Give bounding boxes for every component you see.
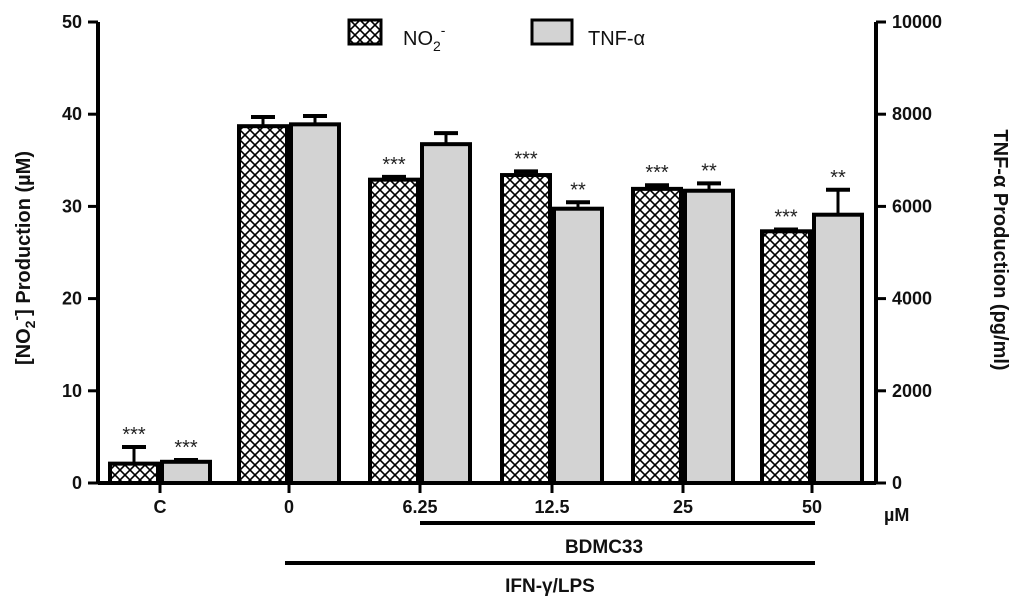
x-axis-labels: C 0 6.25 12.5 25 50	[154, 483, 822, 517]
ifn-lps-label: IFN-γ/LPS	[505, 576, 595, 597]
bdmc33-label: BDMC33	[565, 537, 643, 558]
right-axis-ticks: 0 2000 4000 6000 8000 10000	[876, 12, 942, 493]
bar-tnf	[683, 188, 735, 485]
bar-no2	[760, 229, 812, 485]
legend: NO2- TNF-α	[347, 18, 645, 54]
significance-label: **	[701, 160, 717, 182]
bar-tnf	[420, 142, 472, 485]
left-tick-label: 50	[62, 12, 82, 32]
significance-label: ***	[645, 162, 669, 184]
left-tick-label: 10	[62, 381, 82, 401]
left-tick-label: 20	[62, 289, 82, 309]
bar-tnf	[552, 206, 604, 486]
bar-tnf	[289, 122, 341, 485]
bar-tnf	[160, 459, 212, 486]
unit-label: µM	[884, 505, 909, 525]
significance-label: **	[570, 179, 586, 201]
bar-no2	[237, 124, 289, 485]
right-tick-label: 10000	[892, 12, 942, 32]
legend-label-tnf: TNF-α	[588, 28, 645, 50]
x-tick-label: C	[154, 497, 167, 517]
x-tick-label: 12.5	[534, 497, 569, 517]
right-tick-label: 0	[892, 473, 902, 493]
left-tick-label: 0	[72, 473, 82, 493]
right-tick-label: 2000	[892, 381, 932, 401]
legend-swatch-tnf	[530, 18, 574, 46]
legend-label-no2: NO2-	[403, 22, 446, 54]
significance-label: ***	[174, 437, 198, 459]
right-tick-label: 4000	[892, 289, 932, 309]
significance-label: **	[830, 167, 846, 189]
x-tick-label: 25	[673, 497, 693, 517]
legend-swatch-no2	[347, 18, 383, 46]
right-tick-label: 8000	[892, 104, 932, 124]
bar-no2	[500, 173, 552, 485]
right-axis-title: TNF-α Production (pg/ml)	[989, 129, 1011, 370]
bar-no2	[108, 461, 160, 485]
x-tick-label: 6.25	[402, 497, 437, 517]
significance-label: ***	[514, 148, 538, 170]
x-tick-label: 50	[802, 497, 822, 517]
brackets: BDMC33 IFN-γ/LPS	[285, 521, 815, 597]
bar-no2	[631, 186, 683, 486]
x-tick-label: 0	[284, 497, 294, 517]
bar-no2	[368, 177, 420, 486]
significance-label: ***	[122, 424, 146, 446]
significance-label: ***	[382, 154, 406, 176]
left-axis-ticks: 0 10 20 30 40 50	[62, 12, 98, 493]
significance-label: ***	[774, 206, 798, 228]
bars: ********* ******** *******	[108, 114, 864, 486]
left-axis-title: [NO2-] Production (µM)	[8, 151, 38, 365]
left-tick-label: 30	[62, 196, 82, 216]
right-tick-label: 6000	[892, 196, 932, 216]
bar-tnf	[812, 212, 864, 485]
left-tick-label: 40	[62, 104, 82, 124]
